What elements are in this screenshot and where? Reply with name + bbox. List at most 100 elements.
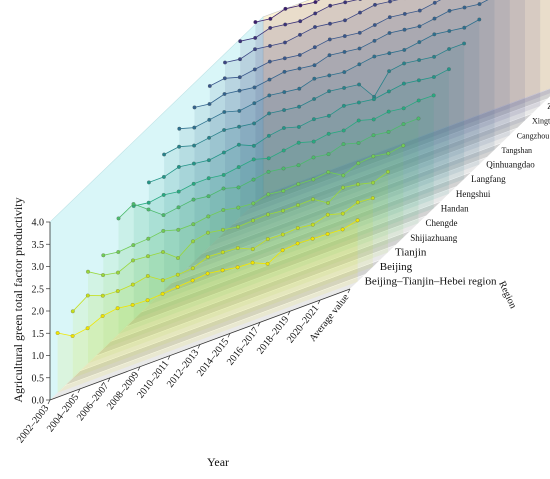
data-point <box>342 34 347 39</box>
data-point <box>387 69 392 74</box>
data-point <box>371 154 376 159</box>
data-point <box>251 177 256 182</box>
data-point <box>328 21 332 26</box>
data-point <box>343 0 348 5</box>
data-point <box>386 109 391 114</box>
data-point <box>356 100 361 105</box>
region-label: Handan <box>441 204 469 214</box>
data-point <box>298 32 302 37</box>
data-point <box>417 24 422 29</box>
data-point <box>311 155 316 160</box>
data-point <box>235 246 240 250</box>
x-tick <box>257 322 261 327</box>
data-point <box>282 90 287 95</box>
data-point <box>357 62 362 67</box>
data-point <box>206 194 211 199</box>
data-point <box>387 31 392 35</box>
data-point <box>282 56 287 61</box>
data-point <box>357 46 362 51</box>
data-point <box>205 254 210 259</box>
data-point <box>280 248 285 253</box>
data-point <box>296 163 301 168</box>
data-point <box>145 298 150 303</box>
data-point <box>146 180 151 185</box>
data-point <box>251 201 256 206</box>
data-point <box>192 105 197 110</box>
data-point <box>372 38 377 43</box>
data-point <box>386 151 391 156</box>
data-point <box>431 75 436 79</box>
data-point <box>373 2 377 7</box>
data-point <box>356 141 361 145</box>
data-point <box>146 236 151 241</box>
data-point <box>355 200 360 205</box>
region-label: Qinhuangdao <box>486 160 535 170</box>
data-point <box>252 101 257 106</box>
data-point <box>116 270 120 275</box>
data-point <box>220 250 225 255</box>
data-point <box>115 289 120 294</box>
data-point <box>266 133 271 138</box>
data-point <box>176 205 181 210</box>
data-point <box>220 268 225 273</box>
series-area <box>209 0 510 247</box>
data-point <box>191 161 196 166</box>
data-point <box>387 15 392 20</box>
series-area <box>255 0 550 203</box>
data-point <box>358 0 362 1</box>
data-point <box>282 69 287 74</box>
data-point <box>266 169 271 174</box>
region-label: Tianjin <box>395 246 427 258</box>
y-tick-label: 3.5 <box>32 240 45 251</box>
data-point <box>327 37 332 42</box>
x-tick-label: 2002–2003 <box>15 403 51 445</box>
data-point <box>266 192 271 197</box>
data-point <box>386 89 391 94</box>
series-cangzhou <box>207 0 510 247</box>
data-point <box>281 208 285 213</box>
x-tick <box>167 355 171 360</box>
data-point <box>252 121 257 126</box>
data-point <box>325 232 330 236</box>
series-shijiazhuang <box>101 143 406 349</box>
data-point <box>207 84 212 88</box>
data-point <box>341 142 346 147</box>
data-point <box>223 60 227 65</box>
data-point <box>207 135 212 140</box>
data-point <box>387 51 392 56</box>
data-point <box>268 25 273 30</box>
data-point <box>101 273 105 278</box>
data-point <box>236 224 240 229</box>
data-point <box>342 85 347 90</box>
data-point <box>237 88 242 93</box>
data-point <box>340 211 345 216</box>
data-point <box>237 108 242 113</box>
data-point <box>206 230 210 235</box>
data-point <box>447 47 452 51</box>
data-point <box>297 86 302 91</box>
data-point <box>416 116 421 121</box>
data-point <box>358 10 362 15</box>
data-point <box>447 29 452 33</box>
x-tick <box>287 311 291 316</box>
x-tick <box>227 333 231 338</box>
data-point <box>371 180 375 185</box>
data-point <box>371 117 376 122</box>
data-point <box>55 331 60 335</box>
data-point <box>313 25 317 29</box>
data-point <box>372 23 377 27</box>
data-point <box>296 140 301 145</box>
data-point <box>312 63 317 68</box>
data-point <box>221 208 226 212</box>
data-point <box>207 102 212 106</box>
data-point <box>176 189 181 194</box>
data-point <box>131 243 136 248</box>
data-point <box>236 185 241 190</box>
region-label: Chengde <box>426 218 458 228</box>
data-point <box>342 49 347 54</box>
data-point <box>356 182 360 187</box>
data-point <box>341 128 346 133</box>
data-point <box>221 172 226 177</box>
data-point <box>283 40 287 45</box>
